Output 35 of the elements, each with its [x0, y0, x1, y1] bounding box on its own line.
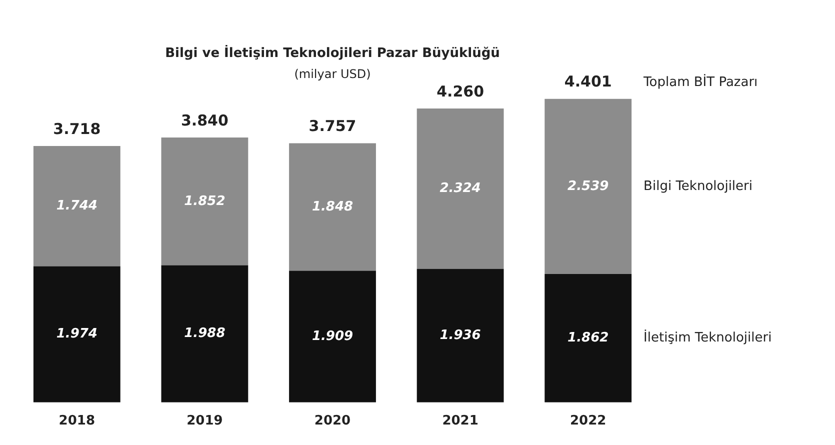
x-tick-label: 2019: [186, 414, 223, 429]
data-label: 1.974: [56, 326, 98, 342]
data-label: 1.848: [312, 199, 354, 214]
total-label: 4.401: [564, 72, 612, 91]
data-label: 2.539: [568, 178, 609, 194]
bar: [544, 98, 632, 274]
data-label: 2.324: [440, 181, 481, 196]
bar: [289, 270, 376, 402]
data-label: 1.744: [56, 198, 98, 214]
chart-title: Bilgi ve İletişim Teknolojileri Pazar Büyüklüğü: [165, 44, 500, 62]
series-label: Bilgi Teknolojileri: [644, 178, 753, 194]
x-tick-label: 2018: [58, 414, 95, 429]
data-label: 1.862: [568, 330, 609, 346]
data-label: 1.852: [184, 194, 226, 209]
x-tick-label: 2022: [570, 414, 606, 429]
bar: [416, 108, 504, 269]
chart-subtitle: (milyar USD): [294, 66, 371, 81]
total-label: 3.757: [308, 117, 356, 136]
bar: [289, 143, 376, 271]
total-label: 4.260: [436, 82, 484, 100]
x-tick-label: 2021: [442, 414, 478, 429]
data-label: 1.936: [440, 328, 481, 344]
bar: [544, 274, 632, 402]
bar: [161, 138, 248, 266]
bar: [416, 268, 504, 402]
total-label: 3.840: [180, 111, 228, 130]
series-label: İletişim Teknolojileri: [644, 330, 772, 346]
bar: [33, 266, 120, 402]
data-label: 1.909: [312, 328, 354, 344]
text: Toplam BİT Pazarı: [642, 74, 758, 90]
data-label: 1.988: [184, 326, 226, 342]
x-tick-label: 2020: [314, 414, 351, 429]
bar: [161, 265, 248, 402]
bar: [33, 146, 120, 266]
total-label: 3.718: [53, 120, 101, 138]
